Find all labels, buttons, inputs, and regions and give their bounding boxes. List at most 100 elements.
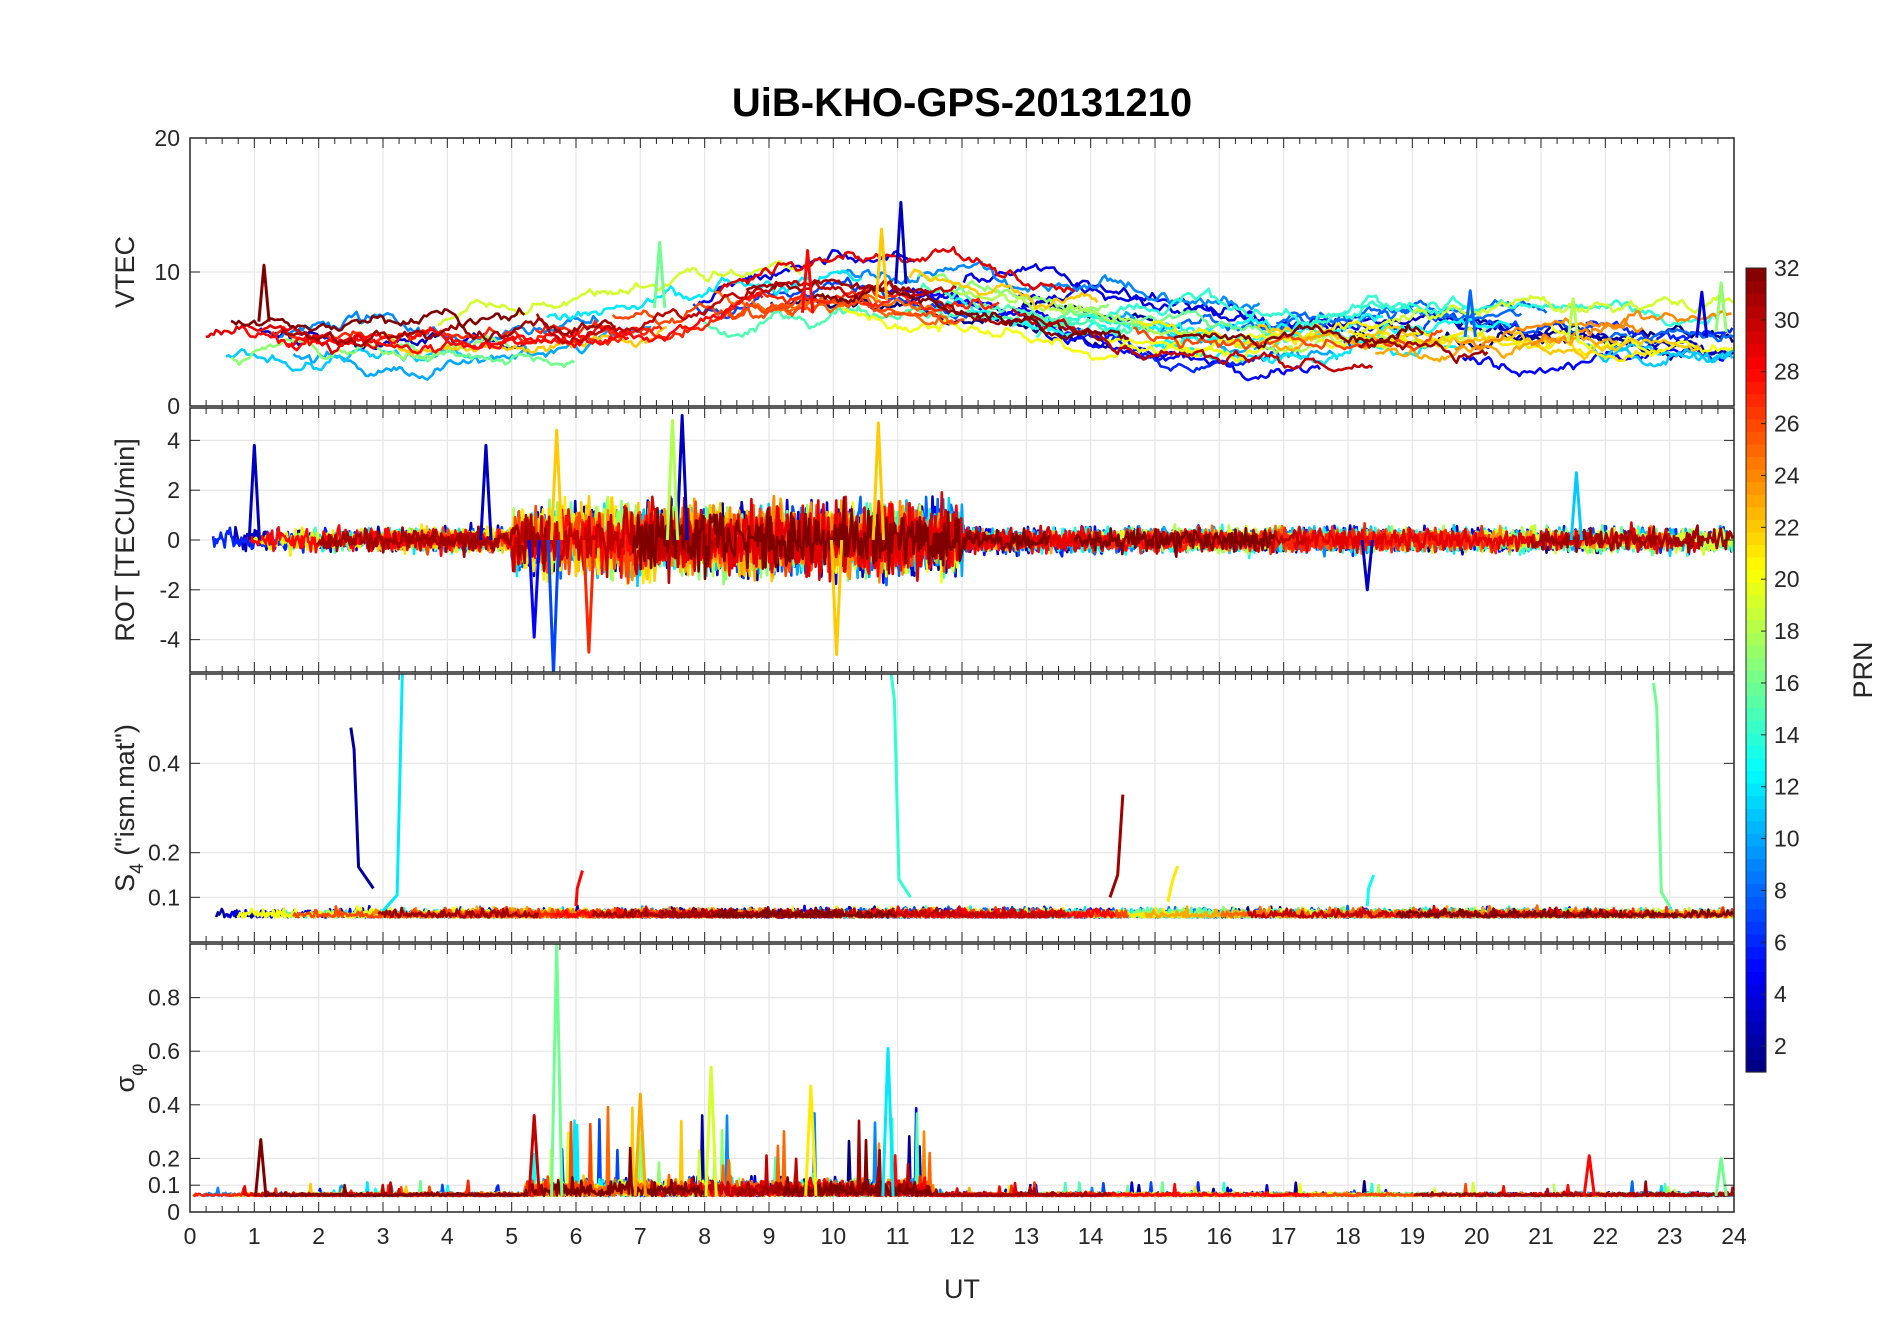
colorbar-segment [1746, 481, 1766, 495]
y-axis-label: VTEC [110, 236, 140, 308]
event-prn-22 [829, 539, 844, 657]
colorbar-segment [1746, 644, 1766, 659]
series-lines [211, 413, 1734, 672]
event-prn-28 [1582, 1154, 1596, 1197]
chart-title: UiB-KHO-GPS-20131210 [732, 81, 1192, 125]
panel-vtec: 0 10 20 VTEC [110, 125, 1735, 419]
colorbar-segment [1746, 619, 1766, 633]
colorbar-segment [1746, 707, 1766, 721]
colorbar-tick-label: 14 [1774, 722, 1800, 748]
colorbar-segment [1746, 456, 1766, 470]
event-prn-14 [889, 674, 912, 899]
series-prn-19 [437, 260, 802, 327]
colorbar-tick-label: 4 [1774, 981, 1787, 1007]
y-tick-label: 4 [167, 427, 180, 453]
y-tick-label: 0.2 [148, 1145, 180, 1171]
series-prn-14 [1309, 298, 1719, 327]
colorbar-segment [1746, 921, 1766, 935]
colorbar-segment [1746, 795, 1766, 809]
event-prn-16 [652, 241, 667, 309]
panel-rot: -4 -2 0 2 4 ROT [TECU/min] [110, 407, 1735, 673]
event-prn-21 [1166, 865, 1179, 903]
event-prn-28 [800, 249, 815, 313]
x-ticks [189, 138, 1735, 406]
colorbar-segment [1746, 418, 1766, 432]
event-prn-2 [349, 727, 375, 890]
colorbar-segment [1746, 330, 1766, 344]
colorbar-segment [1746, 820, 1766, 834]
event-prn-18 [665, 418, 680, 541]
colorbar-segment [1746, 305, 1766, 319]
event-prn-31 [1108, 794, 1125, 898]
series-prn-27 [534, 290, 892, 341]
y-tick-label: 0.6 [148, 1038, 180, 1064]
colorbar-segment [1746, 280, 1766, 294]
y-tick-label: -2 [160, 577, 180, 603]
y-axis-label: ROT [TECU/min] [110, 438, 140, 642]
series-prn-29 [649, 491, 1039, 583]
x-tick-label: 10 [821, 1223, 847, 1249]
colorbar-segment [1746, 1046, 1766, 1061]
colorbar-segment [1746, 443, 1766, 458]
x-tick-label: 5 [505, 1223, 518, 1249]
y-tick-label: 0.4 [148, 1092, 180, 1118]
y-axis-label-main: S [110, 874, 140, 892]
colorbar-segment [1746, 657, 1766, 671]
event-prn-23 [633, 1092, 647, 1196]
colorbar-segment [1746, 1021, 1766, 1035]
event-prn-13 [1365, 874, 1376, 907]
colorbar-segment [1746, 871, 1766, 885]
y-tick-label: 20 [154, 125, 180, 151]
series-prn-8 [1601, 328, 1734, 345]
series-prn-32 [782, 1138, 934, 1198]
colorbar-segment [1746, 355, 1766, 370]
colorbar-segment [1746, 908, 1766, 922]
colorbar-segment [1746, 670, 1766, 684]
colorbar-segment [1746, 582, 1766, 596]
x-tick-label: 8 [698, 1223, 711, 1249]
colorbar-segment [1746, 494, 1766, 508]
event-prn-22 [874, 227, 889, 300]
x-tick-label: 22 [1593, 1223, 1619, 1249]
colorbar-segment [1746, 381, 1766, 395]
colorbar-segment [1746, 946, 1766, 960]
colorbar-segment [1746, 469, 1766, 483]
y-tick-label: -4 [160, 627, 181, 653]
series-prn-32 [712, 906, 897, 919]
y-ticks: 00.10.2 0.4 0.6 0.8 [148, 985, 1734, 1225]
series-prn-31 [377, 906, 540, 919]
event-prn-3 [894, 200, 908, 284]
event-prn-3 [479, 443, 493, 541]
colorbar-segment [1746, 556, 1766, 571]
event-prn-5 [527, 539, 541, 639]
y-tick-label: 2 [167, 477, 180, 503]
colorbar-segment [1746, 732, 1766, 746]
x-tick-label: 14 [1078, 1223, 1104, 1249]
y-tick-label: 0 [167, 393, 180, 419]
colorbar-tick-label: 6 [1774, 929, 1787, 955]
colorbar-segment [1746, 506, 1766, 520]
x-tick-label: 1 [248, 1223, 261, 1249]
colorbar-segment [1746, 544, 1766, 558]
colorbar-segment [1746, 406, 1766, 420]
event-prn-22 [550, 428, 564, 541]
x-tick-label: 12 [949, 1223, 975, 1249]
y-axis-label-sub: 4 [127, 863, 148, 874]
colorbar-segment [1746, 632, 1766, 646]
series-prn-19 [1360, 294, 1734, 333]
x-tick-label: 21 [1528, 1223, 1554, 1249]
y-tick-label: 0.1 [148, 884, 180, 910]
y-tick-label: 0.8 [148, 985, 180, 1011]
colorbar-segment [1746, 607, 1766, 621]
colorbar-segment [1746, 971, 1766, 985]
colorbar-segment [1746, 858, 1766, 872]
colorbar-tick-label: 20 [1774, 566, 1800, 592]
colorbar-tick-label: 30 [1774, 307, 1800, 333]
event-prn-16 [550, 944, 564, 1196]
colorbar-segment [1746, 1059, 1766, 1073]
series-prn-28 [540, 291, 764, 344]
colorbar-segment [1746, 720, 1766, 734]
x-tick-label: 16 [1207, 1223, 1233, 1249]
colorbar-segment [1746, 996, 1766, 1010]
